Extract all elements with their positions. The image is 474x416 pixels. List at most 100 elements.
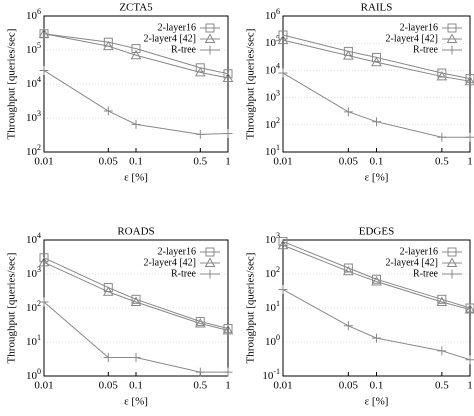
- marker-plus: [343, 107, 353, 117]
- marker-plus: [278, 285, 288, 295]
- marker-triangle: [222, 324, 234, 335]
- x-tick-label: 0.5: [435, 156, 449, 168]
- legend-label: 2-layer16: [400, 22, 438, 33]
- x-axis-label: ε [%]: [365, 172, 389, 184]
- marker-square: [195, 63, 205, 73]
- marker-triangle: [102, 40, 114, 51]
- legend-label: 2-layer16: [158, 22, 196, 33]
- x-tick-label: 0.5: [435, 380, 449, 392]
- marker-plus: [343, 321, 353, 331]
- marker-triangle: [436, 70, 448, 81]
- x-tick-label: 1: [225, 156, 231, 168]
- marker-triangle: [464, 304, 474, 314]
- x-tick-label: 0.1: [370, 380, 384, 392]
- x-tick-label: 0.1: [370, 156, 384, 168]
- legend-marker: [446, 33, 458, 43]
- y-tick-label: 101: [26, 333, 41, 348]
- y-tick-label: 106: [265, 7, 280, 22]
- marker-plus: [437, 346, 447, 356]
- y-axis-label: Throughput [queries/sec]: [6, 29, 18, 140]
- legend-marker: [204, 33, 216, 43]
- x-tick-label: 0.01: [34, 380, 53, 392]
- legend-marker: [447, 269, 457, 279]
- marker-triangle: [277, 239, 289, 250]
- series-line: [43, 261, 229, 331]
- marker-plus: [195, 367, 205, 377]
- x-tick-label: 0.01: [273, 156, 292, 168]
- chart-title: EDGES: [359, 226, 394, 238]
- y-tick-label: 104: [265, 61, 280, 76]
- subplot: ROADS 100 101 102 103 104 0.01 0.05 0.1 0.5 1 ε [%]…: [6, 226, 234, 408]
- x-tick-label: 0.01: [34, 156, 53, 168]
- x-tick-label: 0.1: [129, 156, 143, 168]
- y-tick-label: 10-1: [262, 367, 280, 382]
- x-axis-label: ε [%]: [365, 396, 389, 408]
- x-axis-label: ε [%]: [124, 396, 148, 408]
- plot-frame: [43, 239, 229, 377]
- x-tick-label: 1: [467, 156, 473, 168]
- marker-plus: [103, 353, 113, 363]
- x-tick-label: 0.5: [193, 380, 207, 392]
- marker-square: [437, 294, 447, 304]
- legend-marker: [205, 269, 215, 279]
- marker-triangle: [371, 56, 382, 67]
- x-tick-label: 0.01: [273, 380, 292, 392]
- x-tick-label: 0.05: [339, 380, 359, 392]
- series-line: [43, 33, 229, 75]
- marker-plus: [131, 353, 141, 363]
- chart-title: RAILS: [361, 2, 393, 14]
- x-tick-label: 0.05: [339, 156, 359, 168]
- x-axis-label: ε [%]: [124, 172, 148, 184]
- series-line: [282, 39, 471, 82]
- marker-triangle: [464, 75, 474, 86]
- marker-plus: [103, 106, 113, 116]
- marker-square: [223, 323, 233, 333]
- marker-triangle: [194, 317, 206, 328]
- chart-title: ROADS: [117, 226, 154, 238]
- y-tick-label: 105: [26, 41, 41, 56]
- y-tick-label: 104: [26, 75, 41, 90]
- legend-marker: [447, 45, 457, 55]
- x-tick-label: 0.5: [193, 156, 207, 168]
- legend-label: 2-layer16: [158, 246, 196, 257]
- marker-square: [372, 274, 381, 284]
- y-axis-label: Throughput [queries/sec]: [245, 253, 257, 364]
- y-tick-label: 103: [26, 265, 41, 280]
- subplot: EDGES 10-1 100 101 102 103 0.01 0.05 0.1 0.5 1 ε [%…: [245, 226, 474, 408]
- marker-square: [195, 317, 205, 327]
- marker-plus: [465, 132, 474, 142]
- series-line: [282, 72, 470, 138]
- legend-label: R-tree: [171, 44, 197, 55]
- legend-marker: [447, 247, 457, 257]
- marker-square: [278, 30, 288, 40]
- marker-square: [465, 74, 474, 84]
- plot-frame: [43, 15, 229, 153]
- legend-label: R-tree: [171, 268, 197, 279]
- marker-plus: [195, 129, 205, 139]
- y-tick-label: 100: [265, 333, 280, 348]
- marker-triangle: [38, 256, 50, 267]
- marker-triangle: [277, 34, 289, 45]
- marker-triangle: [102, 286, 114, 296]
- y-tick-label: 102: [265, 116, 280, 131]
- y-tick-label: 101: [265, 299, 280, 314]
- y-axis-label: Throughput [queries/sec]: [245, 29, 257, 140]
- series-line: [43, 257, 229, 329]
- marker-plus: [278, 68, 288, 78]
- y-tick-label: 105: [265, 34, 280, 49]
- marker-plus: [39, 65, 49, 75]
- y-tick-label: 106: [26, 7, 41, 22]
- y-tick-label: 103: [265, 88, 280, 103]
- marker-triangle: [371, 276, 382, 286]
- marker-square: [372, 52, 381, 62]
- x-tick-label: 1: [467, 380, 473, 392]
- series-line: [282, 241, 471, 309]
- marker-plus: [372, 117, 381, 127]
- y-tick-label: 102: [26, 299, 41, 314]
- y-tick-label: 101: [265, 143, 280, 158]
- y-axis-label: Throughput [queries/sec]: [6, 253, 18, 364]
- x-tick-label: 0.1: [129, 380, 143, 392]
- series-line: [282, 244, 471, 311]
- chart-title: ZCTA5: [119, 2, 153, 14]
